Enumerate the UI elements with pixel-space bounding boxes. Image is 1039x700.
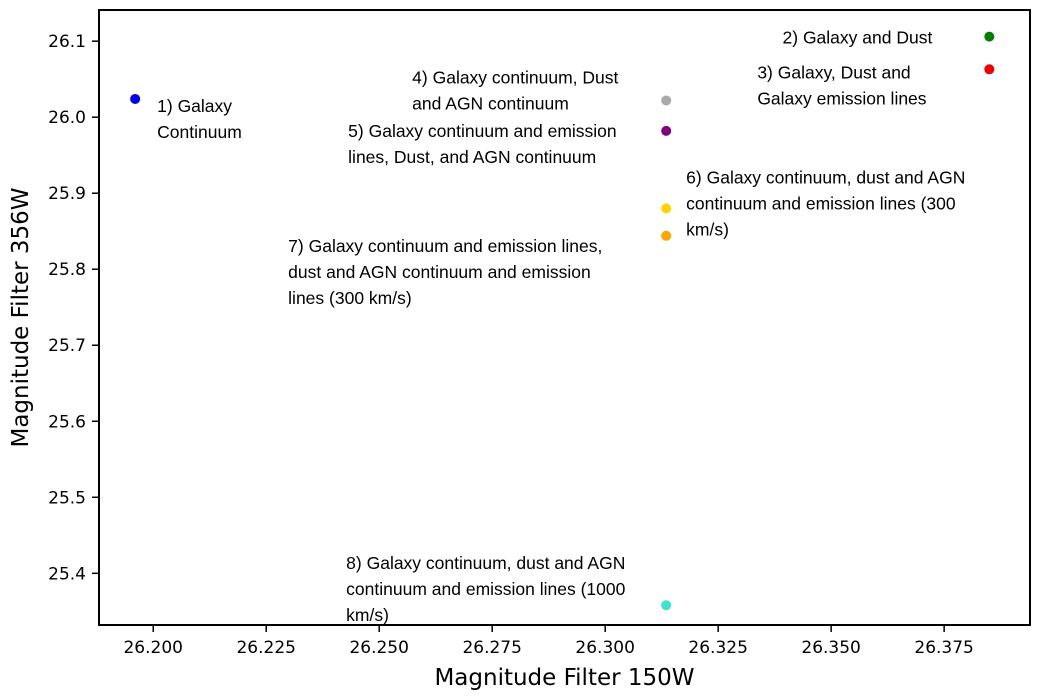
annotation-8: 8) Galaxy continuum, dust and AGN continu… [346, 553, 625, 625]
data-point-4 [661, 95, 672, 106]
annotation-line: and AGN continuum [412, 93, 569, 113]
annotation-line: Continuum [157, 122, 242, 142]
x-tick-label: 26.300 [575, 638, 634, 658]
y-tick-label: 25.7 [48, 336, 86, 356]
annotation-line: km/s) [686, 219, 729, 239]
data-point-2 [984, 31, 995, 42]
y-tick-label: 25.6 [48, 412, 86, 432]
point-annotations: 1) Galaxy Continuum 2) Galaxy and Dust 3) G… [157, 28, 965, 626]
annotation-line: 8) Galaxy continuum, dust and AGN [346, 553, 625, 573]
annotation-7: 7) Galaxy continuum and emission lines, d… [288, 236, 602, 308]
annotation-line: km/s) [346, 605, 389, 625]
data-point-5 [661, 125, 672, 136]
data-point-1 [130, 93, 141, 104]
annotation-line: continuum and emission lines (1000 [346, 579, 625, 599]
plot-frame [98, 9, 1031, 626]
x-tick-label: 26.375 [914, 638, 973, 658]
annotation-line: lines, Dust, and AGN continuum [348, 147, 596, 167]
y-axis-label: Magnitude Filter 356W [8, 187, 34, 447]
y-tick-label: 26.1 [48, 32, 86, 52]
y-tick-label: 25.8 [48, 260, 86, 280]
y-axis-ticks: 25.4 25.5 25.6 25.7 25.8 25.9 26.0 26.1 [48, 32, 99, 584]
annotation-line: 2) Galaxy and Dust [783, 28, 933, 48]
data-point-6 [661, 203, 672, 214]
x-tick-label: 26.275 [462, 638, 521, 658]
annotation-3: 3) Galaxy, Dust and Galaxy emission lines [757, 62, 926, 108]
y-tick-label: 25.5 [48, 488, 86, 508]
x-axis-ticks: 26.200 26.225 26.250 26.275 26.300 26.325 26.3… [123, 625, 974, 658]
annotation-line: lines (300 km/s) [288, 288, 412, 308]
data-point-8 [661, 600, 672, 611]
x-tick-label: 26.325 [688, 638, 747, 658]
annotation-line: 4) Galaxy continuum, Dust [412, 67, 618, 87]
annotation-line: 3) Galaxy, Dust and [757, 62, 910, 82]
x-tick-label: 26.250 [349, 638, 408, 658]
annotation-line: 1) Galaxy [157, 96, 232, 116]
y-tick-label: 25.4 [48, 564, 86, 584]
annotation-1: 1) Galaxy Continuum [157, 96, 242, 142]
y-tick-label: 26.0 [48, 108, 86, 128]
annotation-5: 5) Galaxy continuum and emission lines, D… [348, 121, 616, 167]
x-axis-label: Magnitude Filter 150W [434, 665, 694, 691]
annotation-line: 6) Galaxy continuum, dust and AGN [686, 167, 965, 187]
data-points [130, 31, 995, 611]
annotation-line: 5) Galaxy continuum and emission [348, 121, 616, 141]
annotation-2: 2) Galaxy and Dust [783, 28, 933, 48]
data-point-7 [661, 230, 672, 241]
y-tick-label: 25.9 [48, 184, 86, 204]
x-tick-label: 26.200 [123, 638, 182, 658]
annotation-line: 7) Galaxy continuum and emission lines, [288, 236, 602, 256]
x-tick-label: 26.350 [801, 638, 860, 658]
annotation-line: Galaxy emission lines [757, 88, 926, 108]
annotation-6: 6) Galaxy continuum, dust and AGN continu… [686, 167, 965, 239]
annotation-4: 4) Galaxy continuum, Dust and AGN continu… [412, 67, 618, 113]
data-point-3 [984, 64, 995, 75]
annotation-line: continuum and emission lines (300 [686, 193, 956, 213]
annotation-line: dust and AGN continuum and emission [288, 262, 591, 282]
x-tick-label: 26.225 [236, 638, 295, 658]
